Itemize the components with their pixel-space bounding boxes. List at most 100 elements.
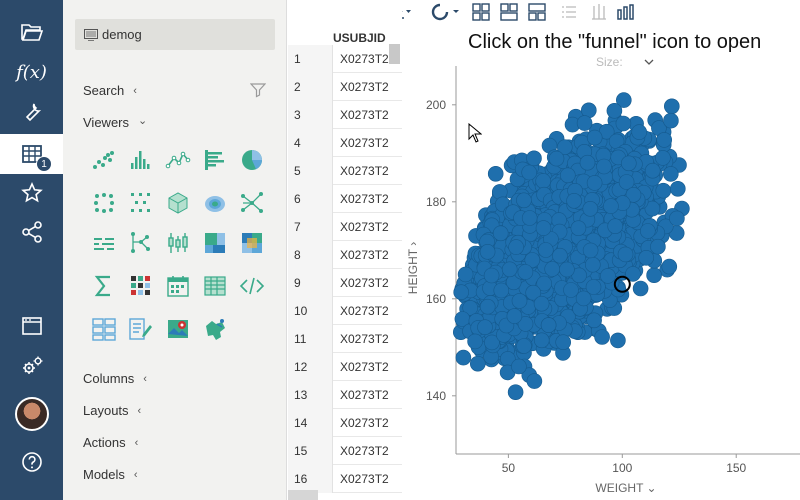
data-grid[interactable]: USUBJID 1 X0273T2 2 X0273T2 3 X0273T2 4 X0273T2… (288, 0, 402, 500)
data-point[interactable] (516, 338, 532, 354)
row-number[interactable]: 11 (288, 325, 333, 353)
data-point[interactable] (533, 332, 550, 349)
data-point[interactable] (644, 200, 661, 217)
data-point[interactable] (483, 267, 500, 284)
usubjid-cell[interactable]: X0273T2 (340, 304, 389, 318)
column-header-usubjid[interactable]: USUBJID (333, 31, 386, 45)
row-number[interactable]: 1 (288, 45, 333, 73)
data-point[interactable] (600, 268, 616, 284)
row-number[interactable]: 7 (288, 213, 333, 241)
data-point[interactable] (669, 210, 685, 227)
data-point[interactable] (487, 166, 504, 182)
layout-grid-icon[interactable] (472, 3, 490, 21)
pc-plot-viewer-icon[interactable] (91, 230, 117, 256)
hovered-point[interactable] (613, 275, 631, 293)
tables-button[interactable]: 1 (0, 134, 63, 174)
data-point[interactable] (508, 239, 524, 255)
data-point[interactable] (533, 295, 550, 312)
data-point[interactable] (507, 384, 524, 401)
data-point[interactable] (453, 284, 470, 301)
data-point[interactable] (548, 150, 565, 167)
table-row[interactable]: 14 X0273T2 (288, 409, 402, 437)
data-point[interactable] (586, 129, 603, 146)
usubjid-cell[interactable]: X0273T2 (340, 472, 389, 486)
favorites-button[interactable] (0, 173, 63, 213)
usubjid-cell[interactable]: X0273T2 (340, 416, 389, 430)
usubjid-cell[interactable]: X0273T2 (340, 276, 389, 290)
data-point[interactable] (655, 182, 672, 199)
search-section[interactable]: Search ‹ (83, 83, 137, 98)
bar-chart-viewer-icon[interactable] (202, 147, 228, 173)
data-points[interactable] (452, 92, 690, 401)
scatter-plot-viewer[interactable]: 140 160 180 200 50 100 150 WEIGHT ⌄ HEIGHT › (402, 26, 800, 500)
data-point[interactable] (506, 308, 523, 324)
3d-scatter-viewer-icon[interactable] (165, 190, 191, 216)
data-point[interactable] (493, 282, 510, 299)
tree-viewer-icon[interactable] (128, 230, 154, 256)
table-row[interactable]: 6 X0273T2 (288, 185, 402, 213)
usubjid-cell[interactable]: X0273T2 (340, 388, 389, 402)
data-point[interactable] (607, 218, 623, 234)
data-point[interactable] (631, 124, 647, 140)
data-point[interactable] (644, 162, 661, 179)
data-point[interactable] (540, 317, 557, 333)
table-row[interactable]: 15 X0273T2 (288, 437, 402, 465)
data-point[interactable] (663, 98, 680, 115)
data-point[interactable] (586, 312, 602, 329)
data-point[interactable] (615, 115, 632, 132)
data-point[interactable] (603, 198, 619, 214)
code-viewer-icon[interactable] (239, 273, 265, 299)
windows-button[interactable] (0, 306, 63, 346)
usubjid-cell[interactable]: X0273T2 (340, 220, 389, 234)
data-point[interactable] (566, 193, 582, 209)
data-point[interactable] (559, 261, 575, 278)
models-section[interactable]: Models ‹ (83, 467, 138, 482)
tile-viewer-icon[interactable] (91, 316, 117, 342)
row-number[interactable]: 9 (288, 269, 333, 297)
columns-section[interactable]: Columns ‹ (83, 371, 147, 386)
data-point[interactable] (616, 92, 632, 108)
data-point[interactable] (621, 155, 637, 172)
data-point[interactable] (560, 167, 576, 184)
calendar-viewer-icon[interactable] (165, 273, 191, 299)
row-number[interactable]: 16 (288, 465, 333, 493)
data-point[interactable] (585, 279, 602, 295)
data-point[interactable] (669, 181, 686, 197)
row-number[interactable]: 13 (288, 381, 333, 409)
data-point[interactable] (575, 290, 592, 307)
data-point[interactable] (526, 373, 543, 389)
data-point[interactable] (576, 115, 593, 131)
bars-icon[interactable] (616, 3, 638, 21)
open-folder-button[interactable] (0, 12, 63, 52)
data-point[interactable] (517, 316, 534, 332)
box-plot-viewer-icon[interactable] (165, 230, 191, 256)
funnel-icon[interactable] (250, 82, 266, 98)
data-point[interactable] (656, 132, 673, 148)
data-point[interactable] (617, 246, 634, 263)
data-point[interactable] (516, 192, 532, 209)
y-axis-label[interactable]: HEIGHT › (406, 242, 420, 294)
pie-chart-viewer-icon[interactable] (239, 147, 265, 173)
heat-map-viewer-icon[interactable] (239, 230, 265, 256)
map-viewer-icon[interactable] (165, 316, 191, 342)
usubjid-cell[interactable]: X0273T2 (340, 136, 389, 150)
data-point[interactable] (594, 329, 610, 345)
data-point[interactable] (552, 247, 568, 264)
data-point[interactable] (511, 293, 528, 309)
settings-button[interactable] (0, 346, 63, 386)
data-point[interactable] (570, 220, 587, 236)
viewers-section[interactable]: Viewers ⌄ (83, 115, 147, 130)
usubjid-cell[interactable]: X0273T2 (340, 192, 389, 206)
data-point[interactable] (524, 252, 541, 268)
usubjid-cell[interactable]: X0273T2 (340, 80, 389, 94)
data-point[interactable] (663, 112, 679, 129)
data-point[interactable] (555, 334, 571, 351)
data-point[interactable] (625, 266, 641, 282)
data-point[interactable] (640, 223, 656, 239)
data-point[interactable] (511, 358, 527, 375)
data-point[interactable] (638, 250, 654, 266)
data-point[interactable] (535, 173, 551, 189)
data-point[interactable] (521, 164, 537, 181)
usubjid-cell[interactable]: X0273T2 (340, 52, 389, 66)
usubjid-cell[interactable]: X0273T2 (340, 108, 389, 122)
